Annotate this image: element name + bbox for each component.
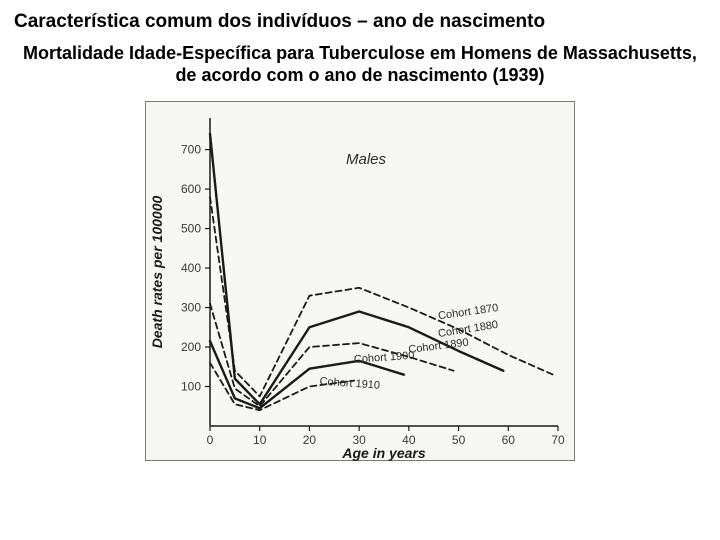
x-tick-label: 50 (452, 433, 466, 447)
cohort-label: Cohort 1890 (408, 336, 470, 355)
y-tick-label: 400 (181, 261, 201, 275)
mortality-chart: 100200300400500600700010203040506070Age … (146, 102, 576, 462)
y-tick-label: 200 (181, 340, 201, 354)
x-tick-label: 60 (502, 433, 516, 447)
y-tick-label: 700 (181, 142, 201, 156)
chart-box: 100200300400500600700010203040506070Age … (145, 101, 575, 461)
x-axis-label: Age in years (341, 445, 425, 461)
x-tick-label: 70 (551, 433, 565, 447)
y-tick-label: 600 (181, 182, 201, 196)
chart-container: 100200300400500600700010203040506070Age … (0, 101, 720, 461)
cohort-label: Cohort 1910 (319, 375, 380, 391)
x-tick-label: 10 (253, 433, 267, 447)
x-tick-label: 20 (303, 433, 317, 447)
page-heading: Característica comum dos indivíduos – an… (0, 0, 720, 40)
y-tick-label: 100 (181, 379, 201, 393)
y-tick-label: 500 (181, 221, 201, 235)
series-line (210, 197, 553, 396)
cohort-label: Cohort 1900 (354, 349, 415, 365)
males-label: Males (346, 151, 387, 168)
page-subheading: Mortalidade Idade-Específica para Tuberc… (0, 40, 720, 95)
x-tick-label: 0 (207, 433, 214, 447)
cohort-label: Cohort 1880 (437, 319, 499, 340)
y-tick-label: 300 (181, 300, 201, 314)
y-axis-label: Death rates per 100000 (149, 195, 165, 348)
